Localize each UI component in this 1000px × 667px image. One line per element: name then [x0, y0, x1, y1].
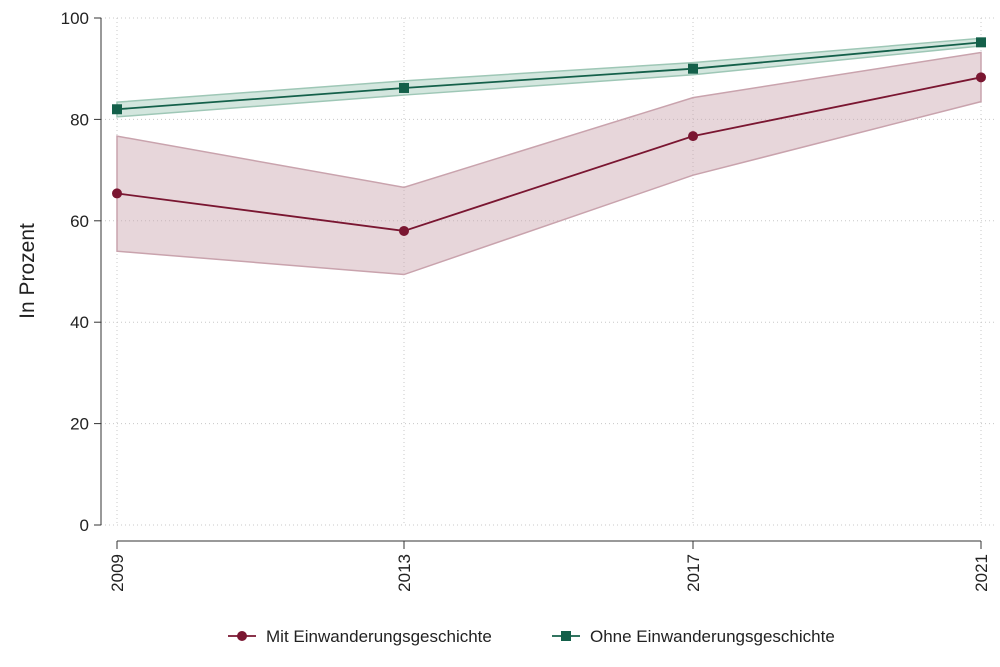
legend-marker: [237, 631, 247, 641]
legend-marker: [561, 631, 571, 641]
legend-label: Mit Einwanderungsgeschichte: [266, 627, 492, 646]
series-lines: [116, 41, 982, 232]
y-tick-label: 100: [61, 9, 89, 28]
x-tick-label: 2021: [972, 554, 991, 592]
legend-label: Ohne Einwanderungsgeschichte: [590, 627, 835, 646]
data-point: [112, 188, 122, 199]
legend: Mit Einwanderungsgeschichte Ohne Einwande…: [228, 627, 835, 646]
data-point: [976, 37, 986, 48]
data-point: [688, 131, 698, 142]
y-tick-label: 0: [80, 516, 89, 535]
y-tick-label: 80: [70, 110, 89, 129]
series-line: [116, 41, 982, 111]
confidence-bands: [116, 37, 982, 276]
confidence-band: [116, 51, 982, 276]
data-point: [112, 104, 122, 115]
data-point: [976, 72, 986, 83]
data-point: [688, 63, 698, 74]
y-tick-label: 40: [70, 313, 89, 332]
x-tick-label: 2013: [395, 554, 414, 592]
legend-item: Ohne Einwanderungsgeschichte: [552, 627, 835, 646]
y-tick-label: 60: [70, 212, 89, 231]
series-markers: [112, 37, 986, 236]
y-tick-label: 20: [70, 415, 89, 434]
legend-item: Mit Einwanderungsgeschichte: [228, 627, 492, 646]
x-tick-label: 2017: [684, 554, 703, 592]
data-point: [399, 82, 409, 93]
x-tick-label: 2009: [108, 554, 127, 592]
y-axis-title: In Prozent: [16, 223, 39, 319]
series-line: [116, 76, 982, 232]
data-point: [399, 225, 409, 236]
axes: 0 20 40 60 80 100 2009 2013 2017 2021: [61, 9, 991, 592]
